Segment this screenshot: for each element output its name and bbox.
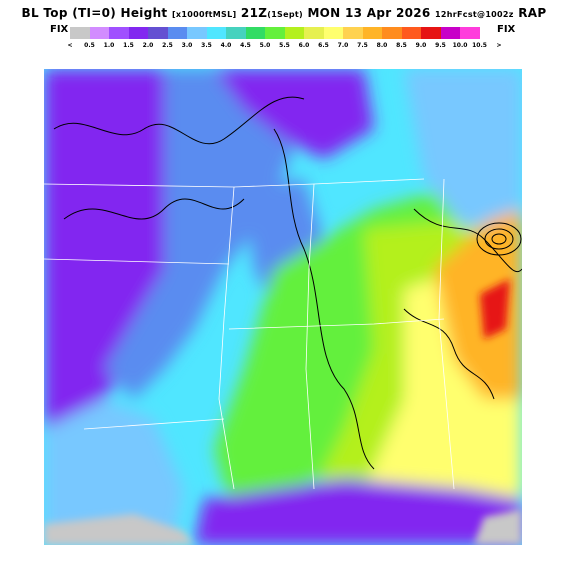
legend-tick-label: 4.5 bbox=[240, 42, 251, 49]
fix-right-label: FIX bbox=[497, 24, 516, 35]
legend-tick-label: 8.0 bbox=[376, 42, 388, 49]
title-units: [x1000ftMSL] bbox=[171, 10, 237, 19]
legend-tick-label: 6.5 bbox=[318, 42, 329, 49]
legend-tick-label: 10.0 bbox=[452, 42, 468, 49]
field-gulf bbox=[194, 479, 522, 545]
legend-tick-label: 7.0 bbox=[337, 42, 349, 49]
title-date: MON 13 Apr 2026 bbox=[307, 6, 431, 20]
field-peak bbox=[480, 279, 510, 339]
legend-tick-label: 4.0 bbox=[220, 42, 232, 49]
state-border bbox=[305, 183, 315, 490]
legend-tick-label: 3.5 bbox=[201, 42, 212, 49]
field-southeast bbox=[434, 189, 522, 399]
contour-line bbox=[273, 128, 375, 470]
legend-swatch bbox=[421, 27, 441, 39]
contour-line bbox=[413, 208, 522, 272]
legend-swatch bbox=[167, 27, 187, 39]
legend-swatch bbox=[187, 27, 207, 39]
chart-title: BL Top (TI=0) Height [x1000ftMSL] 21Z(1S… bbox=[0, 6, 568, 20]
legend-swatch bbox=[245, 27, 265, 39]
legend-swatch bbox=[460, 27, 480, 39]
legend-swatch bbox=[206, 27, 226, 39]
legend-swatch bbox=[265, 27, 285, 39]
legend-tick-label: 9.5 bbox=[435, 42, 446, 49]
title-model: RAP bbox=[518, 6, 547, 20]
legend-swatch bbox=[226, 27, 246, 39]
legend-swatch bbox=[70, 27, 90, 39]
field-west-blue bbox=[104, 69, 304, 399]
legend-swatch bbox=[362, 27, 382, 39]
legend-tick-label: 2.5 bbox=[162, 42, 173, 49]
legend-tick-label: 3.0 bbox=[181, 42, 193, 49]
state-border bbox=[218, 186, 235, 490]
legend-swatch bbox=[440, 27, 460, 39]
state-border bbox=[83, 418, 225, 430]
title-run: 12hrFcst@1002z bbox=[435, 10, 514, 19]
state-border bbox=[44, 178, 425, 188]
legend-tick-label: 5.0 bbox=[259, 42, 271, 49]
legend-swatch bbox=[382, 27, 402, 39]
legend-tick-label: 10.5 bbox=[472, 42, 487, 49]
legend-tick-label: 1.0 bbox=[103, 42, 115, 49]
contour-line bbox=[53, 96, 305, 145]
field-nodata-sw bbox=[44, 514, 194, 545]
state-border bbox=[438, 178, 455, 490]
legend-swatch bbox=[89, 27, 109, 39]
contour-ring bbox=[476, 222, 522, 256]
legend-tick-label: 2.0 bbox=[142, 42, 154, 49]
legend-tick-label: 8.5 bbox=[396, 42, 407, 49]
legend-tick-label: 5.5 bbox=[279, 42, 290, 49]
legend-tick-label: 0.5 bbox=[84, 42, 95, 49]
color-legend bbox=[70, 27, 480, 39]
contour-line bbox=[63, 198, 245, 220]
legend-swatch bbox=[109, 27, 129, 39]
state-borders bbox=[44, 178, 455, 490]
legend-swatch bbox=[128, 27, 148, 39]
fix-left-label: FIX bbox=[50, 24, 69, 35]
field-west-lower bbox=[44, 399, 184, 545]
title-main: BL Top (TI=0) Height bbox=[21, 6, 168, 20]
title-day: (1Sept) bbox=[267, 10, 303, 19]
state-border bbox=[44, 258, 230, 265]
contour-ring bbox=[491, 233, 507, 245]
legend-swatch bbox=[284, 27, 304, 39]
forecast-map bbox=[44, 69, 522, 545]
legend-tick-label: < bbox=[67, 42, 73, 49]
legend-swatch bbox=[323, 27, 343, 39]
legend-tick-label: > bbox=[496, 42, 502, 49]
field-northeast-teal bbox=[404, 69, 522, 229]
title-time: 21Z bbox=[240, 6, 268, 20]
legend-swatch bbox=[343, 27, 363, 39]
legend-swatch bbox=[304, 27, 324, 39]
legend-tick-label: 6.0 bbox=[298, 42, 310, 49]
field-north-purple bbox=[214, 69, 374, 159]
contour-ring bbox=[484, 228, 514, 250]
legend-swatch bbox=[148, 27, 168, 39]
legend-tick-label: 9.0 bbox=[415, 42, 427, 49]
legend-swatch bbox=[401, 27, 421, 39]
field-nodata-se bbox=[474, 509, 522, 545]
legend-tick-label: 1.5 bbox=[123, 42, 134, 49]
state-border bbox=[228, 318, 445, 330]
legend-tick-label: 7.5 bbox=[357, 42, 368, 49]
